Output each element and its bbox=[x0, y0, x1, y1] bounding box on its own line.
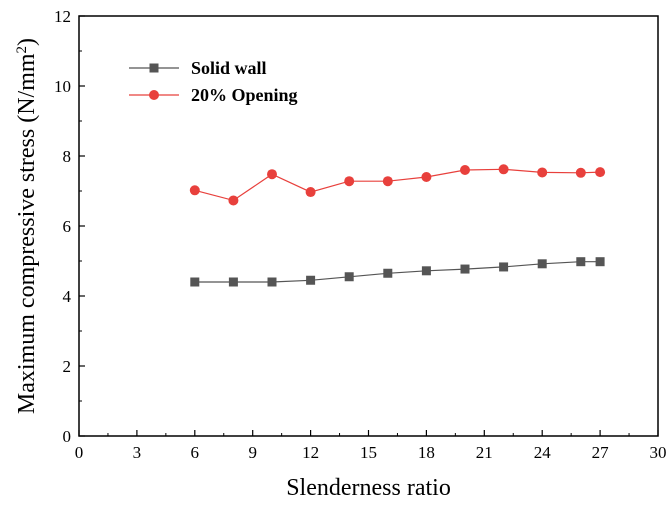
data-point bbox=[421, 172, 432, 182]
data-point bbox=[190, 277, 200, 287]
x-tick-label: 30 bbox=[650, 443, 667, 462]
data-point bbox=[306, 275, 316, 285]
data-point bbox=[267, 277, 277, 287]
data-point bbox=[344, 176, 355, 187]
y-tick-label: 2 bbox=[63, 357, 72, 376]
x-tick-label: 6 bbox=[191, 443, 200, 462]
x-tick-label: 27 bbox=[592, 443, 610, 462]
y-axis-title-sup: 2 bbox=[14, 46, 30, 54]
data-point bbox=[228, 195, 239, 206]
series-line bbox=[194, 261, 601, 283]
y-axis-title-main: Maximum compressive stress (N/mm bbox=[14, 53, 40, 414]
legend-item: 20% Opening bbox=[129, 85, 298, 105]
legend-marker bbox=[149, 90, 159, 100]
data-point bbox=[595, 257, 605, 267]
data-point bbox=[499, 262, 509, 272]
x-tick-label: 21 bbox=[476, 443, 493, 462]
legend: Solid wall 20% Opening bbox=[129, 58, 298, 105]
x-tick-label: 3 bbox=[133, 443, 142, 462]
data-point bbox=[498, 164, 509, 175]
series-line bbox=[194, 168, 601, 202]
series-opening bbox=[189, 164, 606, 206]
data-point bbox=[575, 167, 586, 178]
x-tick-label: 0 bbox=[75, 443, 84, 462]
legend-label: 20% Opening bbox=[191, 85, 298, 105]
y-tick-label: 4 bbox=[63, 287, 72, 306]
y-tick-label: 12 bbox=[54, 7, 71, 26]
data-point bbox=[267, 169, 277, 180]
y-tick-label: 6 bbox=[63, 217, 72, 236]
plot-frame bbox=[78, 15, 659, 437]
data-point bbox=[537, 259, 547, 269]
data-point bbox=[228, 277, 238, 287]
data-point bbox=[421, 266, 431, 276]
y-axis: 0 2 4 6 8 10 12 bbox=[54, 7, 85, 446]
data-point bbox=[537, 167, 548, 178]
data-point bbox=[382, 176, 393, 187]
x-tick-label: 24 bbox=[534, 443, 552, 462]
data-point bbox=[383, 268, 393, 278]
y-tick-label: 8 bbox=[63, 147, 72, 166]
data-point bbox=[305, 187, 316, 198]
data-point bbox=[460, 264, 470, 274]
y-tick-label: 0 bbox=[63, 427, 72, 446]
x-tick-label: 15 bbox=[360, 443, 377, 462]
y-axis-title: Maximum compressive stress (N/mm2) bbox=[14, 38, 40, 414]
data-point bbox=[595, 167, 606, 178]
series-solid-wall bbox=[190, 257, 605, 287]
data-point bbox=[344, 272, 354, 282]
y-axis-title-suffix: ) bbox=[14, 38, 40, 46]
legend-label: Solid wall bbox=[191, 58, 267, 78]
plot-area bbox=[78, 15, 659, 437]
x-axis-title: Slenderness ratio bbox=[286, 475, 451, 501]
data-point bbox=[189, 185, 200, 196]
y-tick-label: 10 bbox=[54, 77, 71, 96]
x-axis: 0 3 6 9 12 15 18 21 24 27 30 bbox=[75, 430, 667, 462]
x-tick-label: 18 bbox=[418, 443, 435, 462]
legend-item: Solid wall bbox=[129, 58, 267, 78]
x-tick-label: 12 bbox=[302, 443, 319, 462]
x-tick-label: 9 bbox=[248, 443, 257, 462]
data-point bbox=[576, 257, 586, 267]
data-point bbox=[460, 165, 470, 175]
legend-marker bbox=[149, 63, 159, 73]
series-layer bbox=[189, 164, 606, 287]
